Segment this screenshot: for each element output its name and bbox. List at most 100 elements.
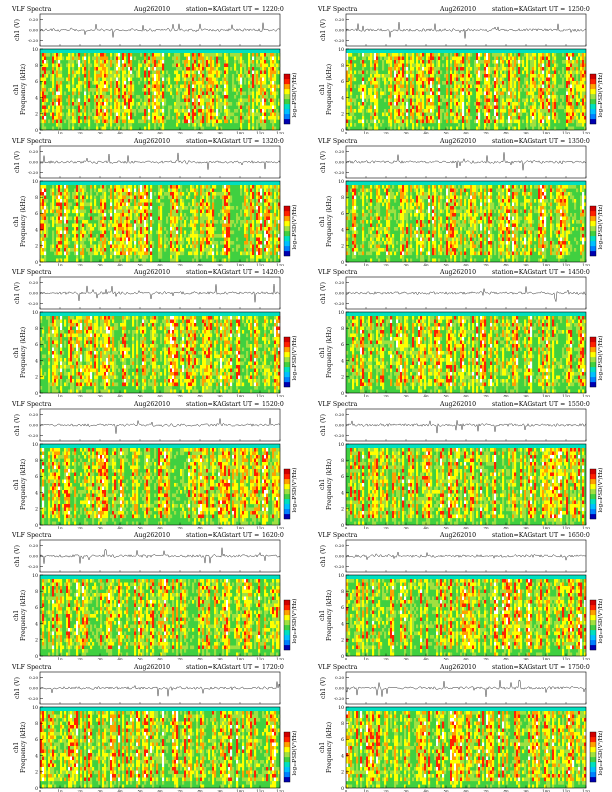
time-tick-label: 50 — [443, 262, 449, 266]
colorbar-segment — [284, 357, 290, 363]
freq-tick-label: 2 — [35, 375, 38, 381]
waveform-axis-label: ch1 (V) — [14, 19, 21, 41]
colorbar-segment — [590, 493, 596, 499]
panel-station: station=KAG — [492, 532, 533, 539]
time-tick-label: 10 — [363, 262, 369, 266]
colorbar-segment — [284, 377, 290, 383]
colorbar-segment — [590, 347, 596, 353]
panel-svg: VLF Spectra Aug262010 station=KAG start UT … — [11, 138, 298, 266]
colorbar-segment — [284, 225, 290, 231]
colorbar-segment — [590, 109, 596, 115]
colorbar-segment — [284, 640, 290, 646]
time-tick-label: 110 — [256, 788, 264, 792]
time-tick-label: 10 — [363, 131, 369, 135]
time-tick-label: 60 — [463, 131, 469, 135]
time-tick-label: 20 — [77, 525, 83, 529]
colorbar-segment — [590, 600, 596, 606]
time-tick-label: 100 — [236, 262, 244, 266]
time-tick-label: 10 — [363, 394, 369, 398]
waveform-frame — [345, 276, 587, 310]
colorbar — [283, 336, 291, 388]
panel-station: station=KAG — [186, 269, 227, 276]
colorbar-segment — [590, 230, 596, 236]
time-tick-label: 120 — [276, 657, 284, 661]
colorbar-segment — [284, 615, 290, 621]
time-tick-label: 80 — [503, 131, 509, 135]
colorbar-segment — [284, 89, 290, 95]
waveform-trace — [345, 286, 587, 302]
colorbar-segment — [590, 104, 596, 110]
colorbar-segment — [590, 99, 596, 105]
colorbar-segment — [590, 605, 596, 611]
time-tick-label: 100 — [542, 788, 550, 792]
colorbar-segment — [284, 119, 290, 125]
colorbar-frame — [589, 73, 597, 125]
freq-tick-label: 4 — [35, 621, 38, 627]
freq-axis-label: Frequency (kHz) — [20, 327, 27, 378]
time-tick-label: 20 — [383, 657, 389, 661]
colorbar-segment — [590, 640, 596, 646]
panel-station: station=KAG — [492, 401, 533, 408]
freq-axis-label: Frequency (kHz) — [326, 64, 333, 115]
colorbar-segment — [590, 620, 596, 626]
time-tick-label: 40 — [423, 788, 429, 792]
time-tick-label: 70 — [483, 788, 489, 792]
panel-title: VLF Spectra — [11, 269, 52, 276]
panel-title: VLF Spectra — [317, 532, 358, 539]
freq-axis-label: Frequency (kHz) — [326, 721, 333, 772]
panel-title: VLF Spectra — [317, 401, 358, 408]
waveform-frame — [39, 671, 281, 704]
time-tick-label: 120 — [582, 394, 590, 398]
time-tick-label: 40 — [117, 131, 123, 135]
colorbar-segment — [590, 119, 596, 125]
colorbar-segment — [284, 746, 290, 752]
time-tick-label: 60 — [157, 131, 163, 135]
spectrogram-top-band — [346, 180, 586, 185]
time-tick-label: 120 — [276, 788, 284, 792]
colorbar-segment — [590, 79, 596, 85]
time-tick-label: 100 — [542, 394, 550, 398]
freq-tick-label: 4 — [341, 358, 344, 364]
time-tick-label: 110 — [562, 657, 570, 661]
colorbar-segment — [590, 367, 596, 373]
waveform-axis-label: ch1 (V) — [14, 151, 21, 173]
time-tick-label: 110 — [562, 262, 570, 266]
panel-svg: VLF Spectra Aug262010 station=KAG start UT … — [317, 6, 604, 135]
time-tick-label: 80 — [197, 788, 203, 792]
time-tick-label: 40 — [423, 525, 429, 529]
panel-station: station=KAG — [186, 401, 227, 408]
time-tick-label: 40 — [423, 657, 429, 661]
time-tick-label: 70 — [177, 394, 183, 398]
freq-tick-label: 4 — [341, 490, 344, 496]
colorbar-segment — [284, 382, 290, 388]
time-tick-label: 0 — [39, 394, 42, 398]
waveform-tick-label: -0.20 — [334, 564, 345, 569]
colorbar-segment — [590, 337, 596, 343]
time-tick-label: 90 — [523, 657, 529, 661]
colorbar-segment — [284, 79, 290, 85]
waveform-tick-label: 0.00 — [335, 28, 344, 33]
waveform-axis-label: ch1 (V) — [320, 677, 327, 699]
colorbar-segment — [590, 761, 596, 767]
colorbar-segment — [284, 493, 290, 499]
freq-tick-label: 2 — [341, 112, 344, 118]
freq-tick-label: 4 — [35, 490, 38, 496]
colorbar-segment — [284, 488, 290, 494]
colorbar-frame — [589, 205, 597, 256]
waveform-axis-label: ch1 (V) — [14, 282, 21, 304]
colorbar-segment — [590, 513, 596, 519]
panel-title: VLF Spectra — [317, 6, 358, 13]
time-tick-label: 0 — [345, 394, 348, 398]
colorbar-segment — [590, 74, 596, 80]
panel-start-ut: 1250:0 — [568, 6, 590, 13]
colorbar-label: log₁₀PSD(V²/Hz) — [291, 204, 298, 249]
waveform-tick-label: -0.20 — [334, 301, 345, 306]
panel-start-prefix: start UT = — [532, 6, 565, 13]
colorbar — [589, 73, 597, 125]
time-tick-label: 10 — [363, 525, 369, 529]
waveform-tick-label: 0.20 — [335, 674, 344, 679]
colorbar-segment — [590, 473, 596, 479]
time-tick-label: 20 — [77, 657, 83, 661]
waveform-trace — [39, 22, 281, 38]
colorbar-segment — [590, 215, 596, 221]
